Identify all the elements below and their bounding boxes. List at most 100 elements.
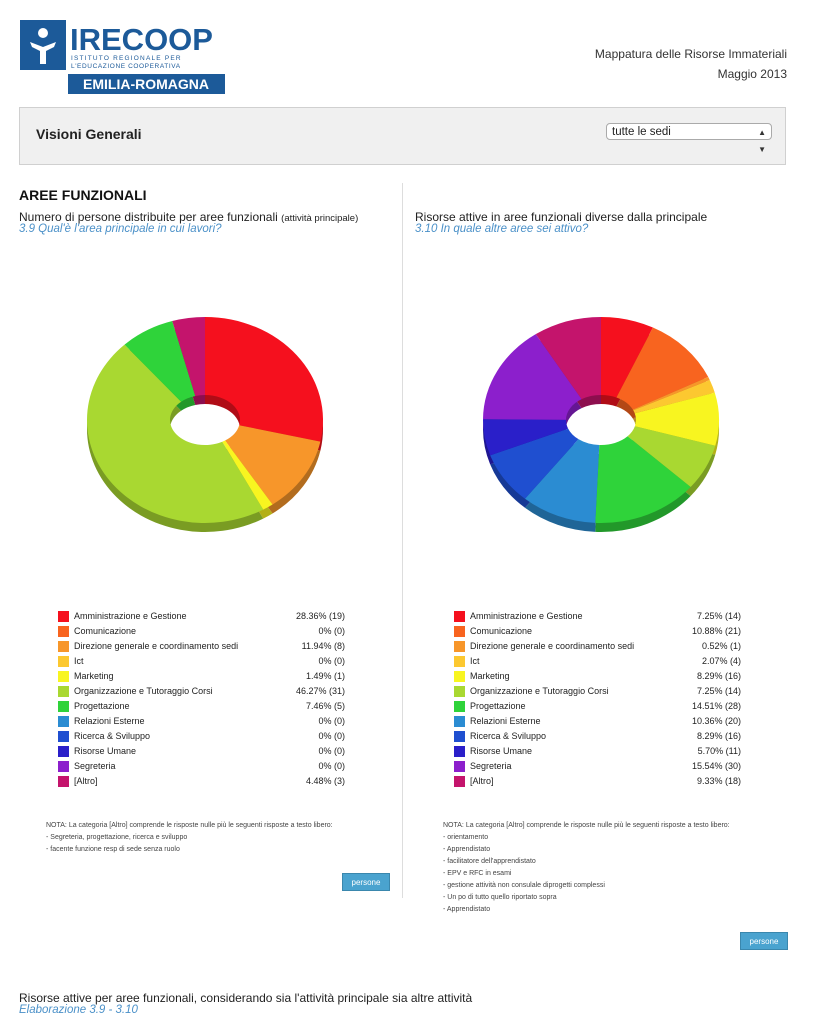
legend-swatch bbox=[454, 701, 465, 712]
pie2-slice-0[interactable] bbox=[601, 317, 653, 398]
legend2-row: Risorse Umane 5.70% (11) bbox=[454, 745, 741, 760]
legend-swatch bbox=[58, 641, 69, 652]
legend-label: Ricerca & Sviluppo bbox=[470, 731, 547, 741]
column-divider bbox=[402, 183, 403, 898]
pie2-slice-11[interactable] bbox=[535, 317, 601, 400]
legend2-row: Organizzazione e Tutoraggio Corsi 7.25% (… bbox=[454, 685, 741, 700]
legend-value: 8.29% (16) bbox=[696, 671, 741, 681]
legend-swatch bbox=[454, 686, 465, 697]
legend-value: 0% (0) bbox=[318, 656, 345, 666]
legend1-row: Segreteria 0% (0) bbox=[58, 760, 345, 775]
legend1-row: [Altro] 4.48% (3) bbox=[58, 775, 345, 790]
legend-label: Ict bbox=[470, 656, 480, 666]
chart2-persone-button[interactable]: persone bbox=[740, 932, 788, 950]
chart2-subtitle: 3.10 In quale altre aree sei attivo? bbox=[415, 223, 589, 235]
logo-line1: ISTITUTO REGIONALE PER bbox=[71, 55, 182, 62]
chart1-title-note: (attività principale) bbox=[281, 213, 359, 224]
pie1-slice-5[interactable] bbox=[86, 344, 264, 523]
legend-label: Risorse Umane bbox=[470, 746, 533, 756]
bottom-chart-subtitle: Elaborazione 3.9 - 3.10 bbox=[19, 1004, 138, 1016]
legend-swatch bbox=[454, 671, 465, 682]
legend-swatch bbox=[58, 656, 69, 667]
site-select[interactable]: tutte le sedi ▲ ▼ bbox=[606, 123, 772, 154]
legend2-row: Amministrazione e Gestione 7.25% (14) bbox=[454, 610, 741, 625]
legend-label: Amministrazione e Gestione bbox=[470, 611, 583, 621]
legend-label: Progettazione bbox=[470, 701, 526, 711]
pie2-slice-8[interactable] bbox=[490, 428, 579, 499]
pie2-slice-1[interactable] bbox=[616, 327, 709, 410]
legend-value: 7.25% (14) bbox=[696, 611, 741, 621]
legend-value: 4.48% (3) bbox=[305, 776, 345, 786]
pie2-slice-4[interactable] bbox=[634, 392, 719, 446]
chart1-subtitle: 3.9 Qual'è l'area principale in cui lavo… bbox=[19, 223, 222, 235]
pie1-slice-6[interactable] bbox=[124, 321, 196, 402]
legend-label: Relazioni Esterne bbox=[74, 716, 145, 726]
pie2-slice-10[interactable] bbox=[483, 334, 582, 420]
legend-swatch bbox=[58, 776, 69, 787]
legend1-row: Marketing 1.49% (1) bbox=[58, 670, 345, 685]
legend-swatch bbox=[58, 701, 69, 712]
legend-label: Organizzazione e Tutoraggio Corsi bbox=[470, 686, 609, 696]
legend-value: 0% (0) bbox=[318, 746, 345, 756]
note2-item: - orientamento bbox=[443, 834, 489, 841]
pie1-slice-0[interactable] bbox=[205, 317, 323, 442]
filter-title: Visioni Generali bbox=[36, 126, 142, 142]
chart1-note: NOTA: La categoria [Altro] comprende le … bbox=[46, 820, 386, 856]
note2-item: - EPV e RFC in esami bbox=[443, 870, 512, 877]
legend2-row: Marketing 8.29% (16) bbox=[454, 670, 741, 685]
note2-item: - Un po di tutto quello riportato sopra bbox=[443, 894, 557, 901]
legend1-row: Ricerca & Sviluppo 0% (0) bbox=[58, 730, 345, 745]
note2-item: - Apprendistato bbox=[443, 846, 491, 853]
legend-label: Comunicazione bbox=[470, 626, 533, 636]
pie2-slice-5[interactable] bbox=[627, 426, 716, 487]
pie1-slice-2[interactable] bbox=[225, 425, 321, 505]
note1-item: - Segreteria, progettazione, ricerca e s… bbox=[46, 834, 188, 841]
chart1-persone-button[interactable]: persone bbox=[342, 873, 390, 891]
legend2-row: Ict 2.07% (4) bbox=[454, 655, 741, 670]
legend-value: 9.33% (18) bbox=[696, 776, 741, 786]
legend2-row: Comunicazione 10.88% (21) bbox=[454, 625, 741, 640]
legend-swatch bbox=[454, 731, 465, 742]
pie2-slice-6[interactable] bbox=[595, 436, 691, 523]
note2-item: - Apprendistato bbox=[443, 906, 491, 913]
select-arrows-icon: ▲ ▼ bbox=[758, 128, 766, 154]
legend-label: Direzione generale e coordinamento sedi bbox=[74, 641, 239, 651]
legend-value: 0.52% (1) bbox=[701, 641, 741, 651]
legend-label: [Altro] bbox=[74, 776, 98, 786]
header-info: Mappatura delle Risorse Immateriali Magg… bbox=[595, 44, 787, 84]
legend-swatch bbox=[58, 611, 69, 622]
legend1-row: Progettazione 7.46% (5) bbox=[58, 700, 345, 715]
pie2-slice-9[interactable] bbox=[483, 419, 569, 456]
chart1-title: Numero di persone distribuite per aree f… bbox=[19, 210, 358, 224]
legend2-row: [Altro] 9.33% (18) bbox=[454, 775, 741, 790]
pie1-slice-11[interactable] bbox=[172, 317, 205, 396]
pie2-slice-2[interactable] bbox=[632, 376, 710, 411]
pie2-slice-7[interactable] bbox=[524, 439, 600, 523]
pie1-slice-4[interactable] bbox=[222, 440, 273, 510]
logo-line2: L'EDUCAZIONE COOPERATIVA bbox=[71, 63, 181, 70]
legend-swatch bbox=[454, 611, 465, 622]
legend-value: 8.29% (16) bbox=[696, 731, 741, 741]
section-title: AREE FUNZIONALI bbox=[19, 187, 147, 203]
site-select-value: tutte le sedi bbox=[612, 126, 671, 138]
legend-value: 0% (0) bbox=[318, 626, 345, 636]
legend-value: 28.36% (19) bbox=[295, 611, 345, 621]
legend-swatch bbox=[58, 716, 69, 727]
legend-value: 0% (0) bbox=[318, 731, 345, 741]
legend-swatch bbox=[454, 746, 465, 757]
legend-label: Marketing bbox=[470, 671, 510, 681]
legend-swatch bbox=[58, 731, 69, 742]
legend-swatch bbox=[58, 746, 69, 757]
legend-label: Risorse Umane bbox=[74, 746, 137, 756]
note2-item: - facilitatore dell'apprendistato bbox=[443, 858, 536, 865]
pie2-slice-3[interactable] bbox=[633, 380, 715, 414]
note1-item: - facente funzione resp di sede senza ru… bbox=[46, 846, 180, 853]
legend-swatch bbox=[58, 686, 69, 697]
chart1-title-text: Numero di persone distribuite per aree f… bbox=[19, 210, 278, 224]
legend-value: 1.49% (1) bbox=[305, 671, 345, 681]
legend-swatch bbox=[454, 641, 465, 652]
note2-item: - gestione attività non consulale diprog… bbox=[443, 882, 605, 889]
legend-value: 14.51% (28) bbox=[691, 701, 741, 711]
legend2-row: Progettazione 14.51% (28) bbox=[454, 700, 741, 715]
document-date: Maggio 2013 bbox=[717, 67, 787, 81]
